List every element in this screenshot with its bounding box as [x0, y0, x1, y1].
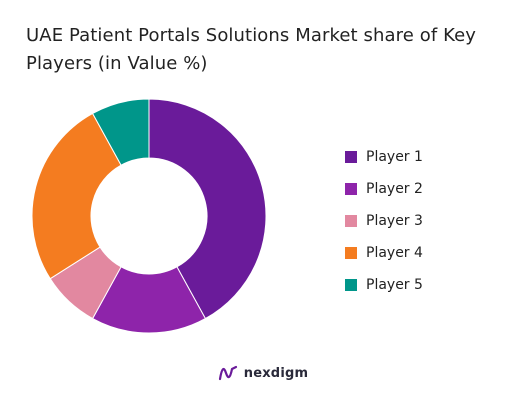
legend-swatch	[345, 183, 357, 195]
legend-label: Player 5	[366, 277, 423, 293]
nexdigm-logo-icon	[218, 365, 237, 381]
brand-footer: nexdigm	[0, 364, 526, 382]
legend-item: Player 5	[345, 269, 515, 301]
legend-label: Player 3	[366, 213, 423, 229]
legend-label: Player 4	[366, 245, 423, 261]
donut-slices	[31, 98, 267, 334]
donut-slice-5	[91, 98, 150, 166]
legend-label: Player 1	[366, 149, 423, 165]
brand-name: nexdigm	[243, 365, 309, 381]
legend-swatch	[345, 215, 357, 227]
legend-item: Player 4	[345, 237, 515, 269]
legend-label: Player 2	[366, 181, 423, 197]
legend-swatch	[345, 247, 357, 259]
donut-slice-4	[31, 112, 122, 280]
legend-item: Player 2	[345, 173, 515, 205]
legend-item: Player 3	[345, 205, 515, 237]
legend-swatch	[345, 279, 357, 291]
donut-slice-1	[148, 98, 267, 320]
legend-item: Player 1	[345, 141, 515, 173]
legend-swatch	[345, 151, 357, 163]
chart-legend: Player 1 Player 2 Player 3 Player 4 Player 5	[345, 141, 515, 301]
chart-title: UAE Patient Portals Solutions Market sha…	[26, 25, 477, 74]
